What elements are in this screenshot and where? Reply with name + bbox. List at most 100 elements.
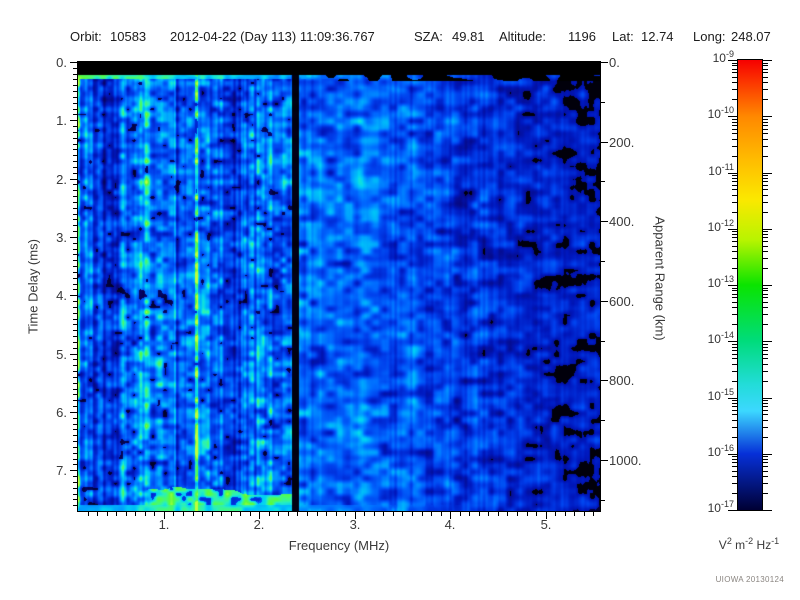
x-minor-tick (374, 512, 375, 516)
colorbar-minor-tick-right (762, 297, 768, 298)
y2-tick-label: 800. (609, 373, 635, 388)
colorbar-minor-tick-right (762, 476, 768, 477)
y-major-tick (70, 179, 77, 180)
colorbar-minor-tick-right (762, 314, 768, 315)
y2-minor-tick (601, 341, 605, 342)
colorbar-major-tick-left (728, 454, 738, 455)
y2-minor-tick (601, 420, 605, 421)
colorbar-minor-tick-right (762, 350, 768, 351)
y-minor-tick (73, 243, 77, 244)
colorbar-minor-tick-right (762, 129, 768, 130)
colorbar-minor-tick-right (762, 72, 768, 73)
colorbar-major-tick-right (762, 510, 772, 511)
y-minor-tick (73, 371, 77, 372)
y-minor-tick (73, 132, 77, 133)
y2-major-tick (601, 380, 608, 381)
colorbar-minor-tick-left (732, 234, 738, 235)
colorbar-minor-tick-left (732, 129, 738, 130)
colorbar-minor-tick-right (762, 381, 768, 382)
y-minor-tick (73, 167, 77, 168)
y-minor-tick (73, 447, 77, 448)
x-major-tick (259, 512, 260, 519)
colorbar-minor-tick-left (732, 297, 738, 298)
y-minor-tick (73, 74, 77, 75)
colorbar-minor-tick-right (762, 459, 768, 460)
colorbar-minor-tick-right (762, 347, 768, 348)
colorbar-major-tick-left (728, 60, 738, 61)
colorbar-minor-tick-left (732, 119, 738, 120)
colorbar-minor-tick-left (732, 288, 738, 289)
colorbar-tick-label: 10-15 (707, 386, 734, 403)
colorbar-minor-tick-left (732, 63, 738, 64)
x-tick-label: 5. (540, 517, 552, 532)
y-minor-tick (73, 476, 77, 477)
colorbar-minor-tick-right (762, 371, 768, 372)
y-minor-tick (73, 394, 77, 395)
colorbar-minor-tick-left (732, 302, 738, 303)
colorbar-minor-tick-right (762, 181, 768, 182)
y-minor-tick (73, 348, 77, 349)
y-minor-tick (73, 97, 77, 98)
y-tick-label: 1. (56, 113, 67, 128)
x-minor-tick (202, 512, 203, 516)
y-minor-tick (73, 126, 77, 127)
y-tick-label: 4. (56, 288, 67, 303)
datetime-value: 2012-04-22 (Day 113) 11:09:36.767 (170, 29, 375, 44)
y-axis-title: Time Delay (ms) (25, 239, 41, 334)
x-minor-tick (116, 512, 117, 516)
colorbar-major-tick-right (762, 285, 772, 286)
x-tick-label: 1. (158, 517, 170, 532)
x-minor-tick (431, 512, 432, 516)
colorbar-minor-tick-left (732, 125, 738, 126)
y-tick-label: 2. (56, 172, 67, 187)
colorbar-minor-tick-right (762, 189, 768, 190)
x-minor-tick (527, 512, 528, 516)
x-minor-tick (250, 512, 251, 516)
altitude-label: Altitude: (499, 29, 546, 44)
y-minor-tick (73, 68, 77, 69)
y-minor-tick (73, 85, 77, 86)
y-minor-tick (73, 208, 77, 209)
x-minor-tick (231, 512, 232, 516)
y-minor-tick (73, 109, 77, 110)
y-minor-tick (73, 79, 77, 80)
colorbar-minor-tick-right (762, 420, 768, 421)
colorbar-minor-tick-right (762, 185, 768, 186)
x-minor-tick (441, 512, 442, 516)
colorbar-minor-tick-left (732, 241, 738, 242)
colorbar-units-label: V2 m-2 Hz-1 (718, 536, 780, 552)
colorbar-minor-tick-left (732, 364, 738, 365)
colorbar-minor-tick-right (762, 212, 768, 213)
y-major-tick (70, 62, 77, 63)
colorbar-tick-label: 10-12 (707, 217, 734, 234)
y2-major-tick (601, 301, 608, 302)
colorbar-minor-tick-left (732, 414, 738, 415)
colorbar-minor-tick-left (732, 72, 738, 73)
colorbar-minor-tick-left (732, 65, 738, 66)
colorbar-minor-tick-right (762, 414, 768, 415)
y-minor-tick (73, 138, 77, 139)
colorbar-minor-tick-right (762, 69, 768, 70)
colorbar-minor-tick-left (732, 156, 738, 157)
lat-value: 12.74 (641, 29, 674, 44)
colorbar-minor-tick-right (762, 268, 768, 269)
y-major-tick (70, 354, 77, 355)
colorbar-minor-tick-left (732, 462, 738, 463)
colorbar-minor-tick-right (762, 202, 768, 203)
colorbar-minor-tick-right (762, 231, 768, 232)
colorbar-tick-label: 10-16 (707, 442, 734, 459)
colorbar-minor-tick-right (762, 246, 768, 247)
colorbar-minor-tick-left (732, 202, 738, 203)
colorbar-minor-tick-right (762, 483, 768, 484)
x-minor-tick (460, 512, 461, 516)
long-value: 248.07 (731, 29, 771, 44)
x-minor-tick (326, 512, 327, 516)
y-minor-tick (73, 103, 77, 104)
colorbar-minor-tick-left (732, 77, 738, 78)
y2-major-tick (601, 62, 608, 63)
y-minor-tick (73, 418, 77, 419)
x-minor-tick (536, 512, 537, 516)
x-tick-label: 3. (349, 517, 361, 532)
x-tick-label: 2. (253, 517, 265, 532)
y-minor-tick (73, 184, 77, 185)
